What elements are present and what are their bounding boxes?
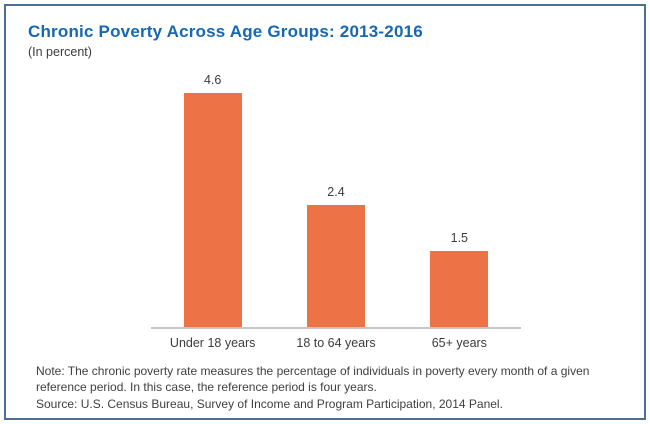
chart-card: Chronic Poverty Across Age Groups: 2013-…: [4, 4, 646, 420]
chart-title: Chronic Poverty Across Age Groups: 2013-…: [28, 22, 423, 41]
x-axis-label-under-18: Under 18 years: [169, 336, 256, 350]
note-text: Note: The chronic poverty rate measures …: [36, 364, 590, 395]
source-text: Source: U.S. Census Bureau, Survey of In…: [36, 397, 503, 412]
bar-value-label: 4.6: [203, 73, 222, 88]
bar-18-to-64: [306, 205, 365, 327]
x-axis-label-18-to-64: 18 to 64 years: [296, 336, 376, 350]
x-axis-label-65-plus: 65+ years: [431, 336, 487, 350]
bar-group-under-18: 4.6: [151, 73, 274, 327]
bar-group-18-to-64: 2.4: [274, 73, 397, 327]
bar-value-label: 2.4: [327, 185, 345, 200]
chart-subtitle: (In percent): [28, 45, 92, 59]
footnotes: Note: The chronic poverty rate measures …: [36, 363, 621, 413]
bar-65-plus: [430, 250, 489, 327]
x-axis-category-labels: Under 18 years 18 to 64 years 65+ years: [151, 336, 521, 350]
bar-under-18: [183, 93, 242, 327]
bar-chart-plot-area: 4.6 2.4 1.5: [151, 73, 521, 329]
bar-value-label: 1.5: [450, 230, 469, 245]
bar-group-65-plus: 1.5: [398, 73, 521, 327]
